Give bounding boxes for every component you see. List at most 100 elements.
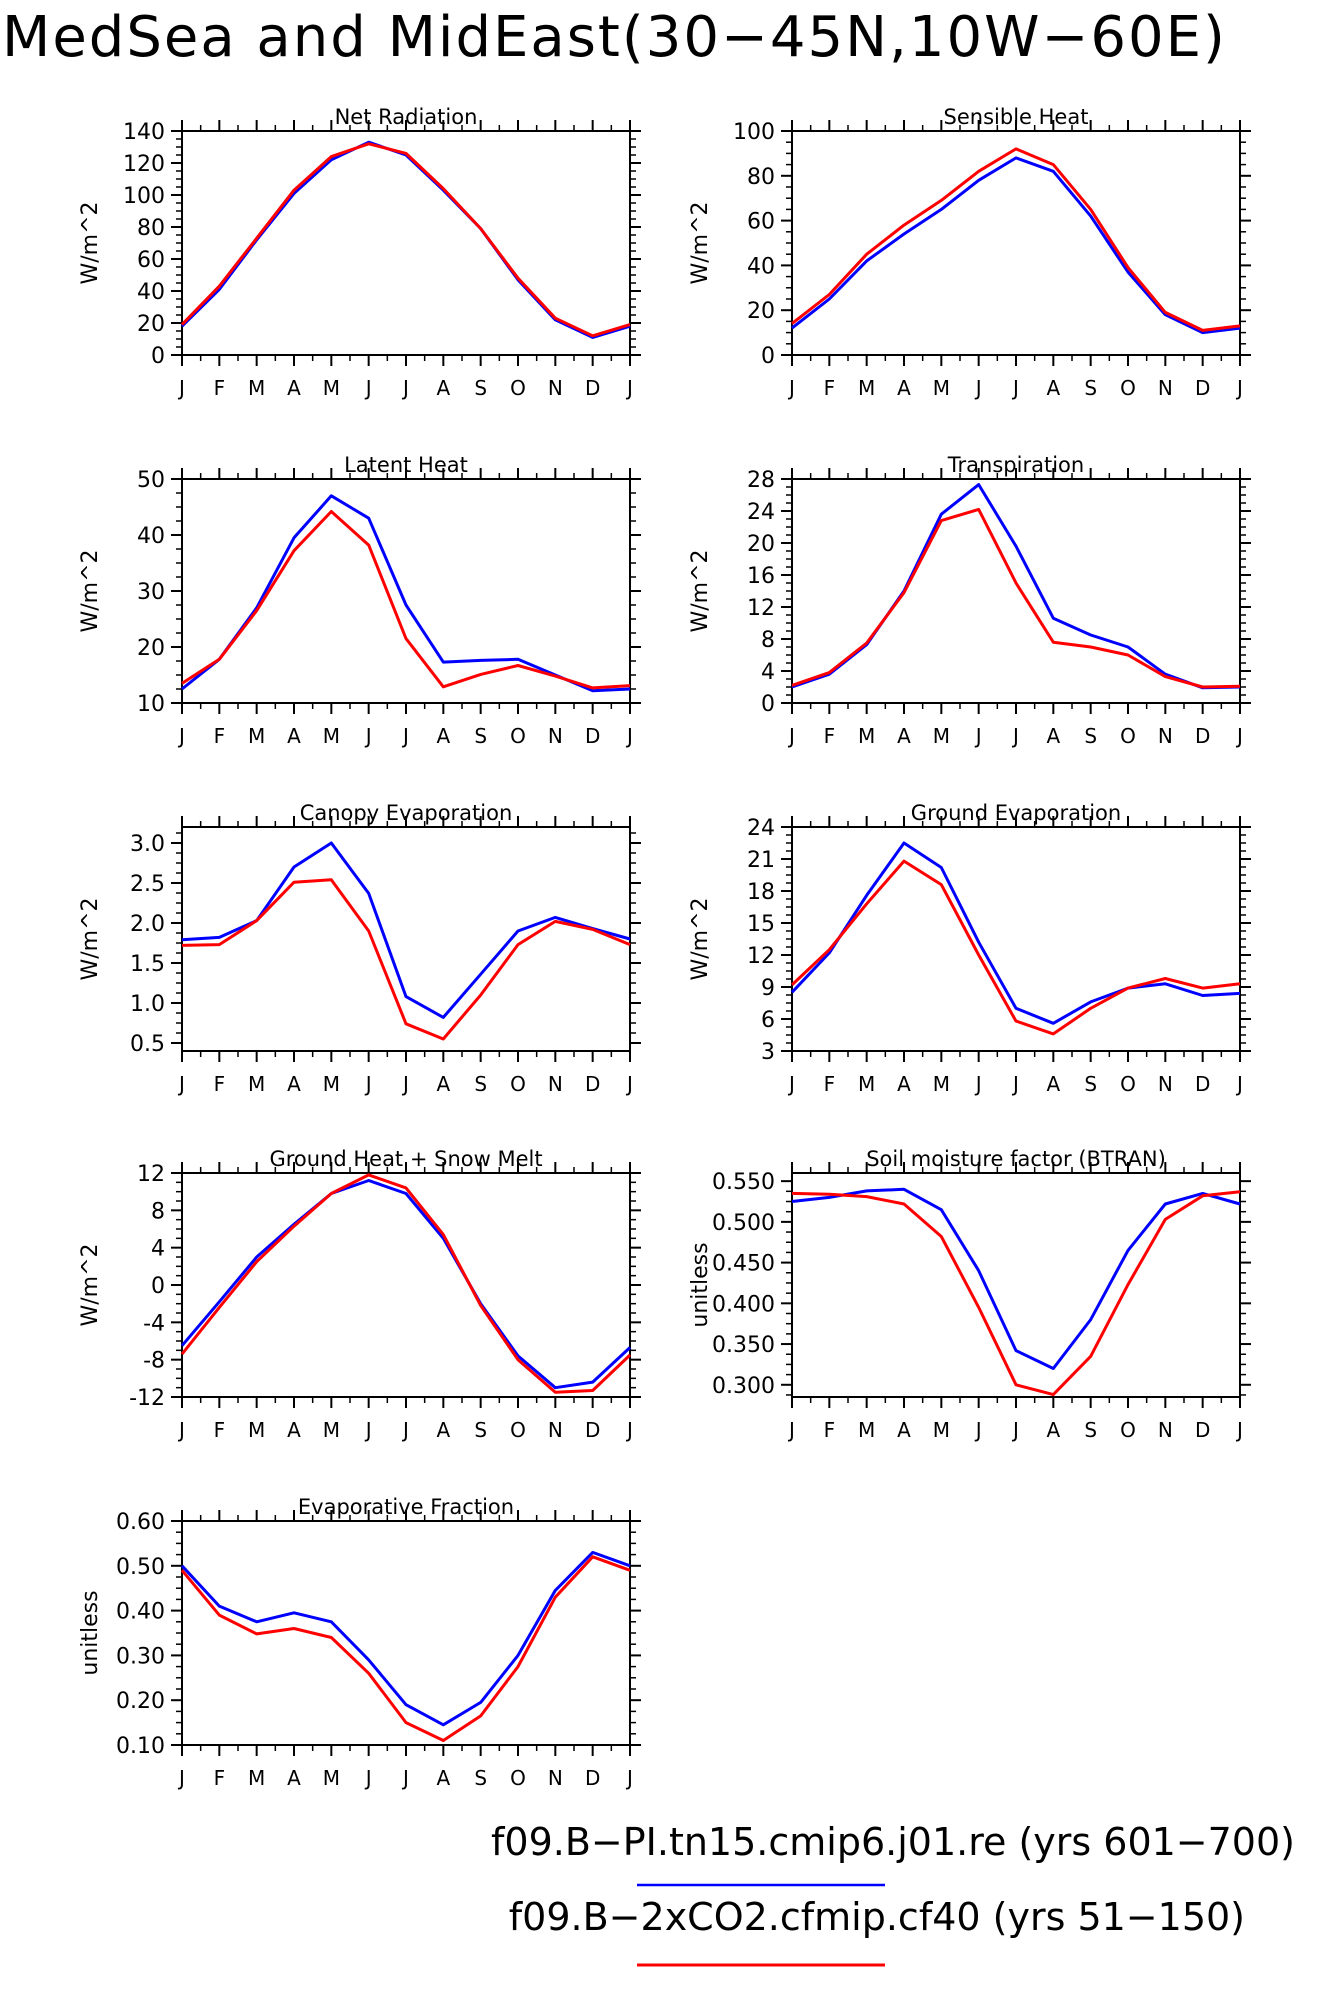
x-tick-label: M	[933, 1072, 950, 1096]
x-tick-label: F	[824, 1072, 836, 1096]
y-tick-label: 8	[151, 1199, 165, 1224]
y-tick-label: 0.350	[712, 1333, 775, 1358]
y-tick-label: 10	[137, 692, 165, 717]
plot-frame	[181, 826, 631, 1052]
x-tick-label: S	[474, 376, 487, 400]
x-tick-label: A	[436, 724, 450, 748]
x-tick-label: J	[401, 1766, 409, 1790]
x-tick-label: J	[974, 1418, 982, 1442]
x-tick-label: O	[510, 376, 526, 400]
y-tick-label: 2.0	[130, 912, 165, 937]
x-tick-label: A	[1046, 724, 1060, 748]
x-tick-label: N	[548, 1072, 563, 1096]
plot-frame	[181, 1520, 631, 1746]
x-tick-label: J	[401, 1418, 409, 1442]
x-tick-label: J	[974, 724, 982, 748]
x-tick-label: O	[1120, 1418, 1136, 1442]
x-tick-label: O	[510, 1418, 526, 1442]
series-line-red	[791, 1190, 1241, 1397]
y-tick-label: 0.20	[116, 1689, 165, 1714]
x-tick-label: A	[1046, 376, 1060, 400]
y-tick-label: 60	[137, 248, 165, 273]
x-tick-label: S	[474, 724, 487, 748]
x-tick-label: M	[248, 724, 265, 748]
x-tick-label: J	[364, 1418, 372, 1442]
y-tick-label: 0	[761, 344, 775, 369]
x-tick-label: F	[214, 1072, 226, 1096]
x-tick-label: J	[364, 1766, 372, 1790]
x-tick-label: D	[585, 1072, 600, 1096]
series-line-red	[791, 507, 1241, 689]
x-tick-label: J	[1011, 1418, 1019, 1442]
y-tick-label: 12	[137, 1162, 165, 1187]
plot-frame	[791, 478, 1241, 704]
y-tick-label: 0.500	[712, 1211, 775, 1236]
x-tick-label: O	[1120, 1072, 1136, 1096]
y-tick-label: 0.400	[712, 1292, 775, 1317]
y-tick-label: 6	[761, 1008, 775, 1033]
y-tick-label: 140	[123, 120, 165, 145]
x-tick-label: J	[974, 376, 982, 400]
series-line-blue	[181, 494, 631, 693]
y-tick-label: 0.30	[116, 1644, 165, 1669]
x-tick-label: A	[287, 376, 301, 400]
y-axis-label: W/m^2	[688, 897, 713, 980]
chart-panel: Soil moisture factor (BTRAN)J F M A M J J A S O N D…	[688, 1147, 1251, 1442]
x-tick-label: S	[1084, 1072, 1097, 1096]
x-tick-label: J	[364, 1072, 372, 1096]
y-tick-label: -12	[129, 1386, 165, 1411]
x-tick-label: J	[625, 376, 633, 400]
y-tick-label: 20	[747, 532, 775, 557]
x-tick-label: J	[625, 1418, 633, 1442]
x-tick-label: F	[214, 724, 226, 748]
x-tick-label: D	[1195, 724, 1210, 748]
x-tick-label: A	[897, 724, 911, 748]
x-tick-label: S	[474, 1418, 487, 1442]
y-axis-label: unitless	[78, 1590, 103, 1675]
x-tick-label: N	[548, 376, 563, 400]
figure-title: MedSea and MidEast(30−45N,10W−60E)	[2, 5, 1227, 70]
x-tick-label: A	[287, 1072, 301, 1096]
series-line-blue	[181, 841, 631, 1019]
x-tick-label: O	[1120, 376, 1136, 400]
plot-frame	[181, 478, 631, 704]
y-tick-label: 0.10	[116, 1734, 165, 1759]
series-line-blue	[791, 1187, 1241, 1370]
y-tick-label: 80	[747, 165, 775, 190]
y-tick-label: 0.450	[712, 1252, 775, 1277]
x-tick-label: M	[323, 376, 340, 400]
y-tick-label: 4	[761, 660, 775, 685]
x-tick-label: A	[897, 376, 911, 400]
x-tick-label: M	[933, 376, 950, 400]
y-tick-label: 1.0	[130, 992, 165, 1017]
y-axis-label: W/m^2	[688, 201, 713, 284]
x-tick-label: F	[824, 724, 836, 748]
y-tick-label: 12	[747, 944, 775, 969]
x-tick-label: J	[1235, 1072, 1243, 1096]
y-tick-label: 15	[747, 912, 775, 937]
x-tick-label: O	[510, 1072, 526, 1096]
x-tick-label: J	[177, 1766, 185, 1790]
y-tick-label: 0.300	[712, 1374, 775, 1399]
y-tick-label: 60	[747, 210, 775, 235]
x-tick-label: J	[1235, 376, 1243, 400]
x-tick-label: A	[436, 1072, 450, 1096]
x-tick-label: J	[974, 1072, 982, 1096]
x-tick-label: J	[625, 724, 633, 748]
series-line-red	[180, 1555, 631, 1742]
y-tick-label: -8	[143, 1349, 165, 1374]
y-tick-label: 40	[747, 254, 775, 279]
x-tick-label: M	[858, 724, 875, 748]
y-tick-label: 0.50	[116, 1555, 165, 1580]
y-tick-label: 24	[747, 500, 775, 525]
x-tick-label: J	[625, 1072, 633, 1096]
x-tick-label: J	[177, 1418, 185, 1442]
y-axis-label: W/m^2	[688, 549, 713, 632]
x-tick-label: A	[287, 1418, 301, 1442]
y-tick-label: 3	[761, 1040, 775, 1065]
plot-frame	[181, 1172, 631, 1398]
y-tick-label: 28	[747, 468, 775, 493]
